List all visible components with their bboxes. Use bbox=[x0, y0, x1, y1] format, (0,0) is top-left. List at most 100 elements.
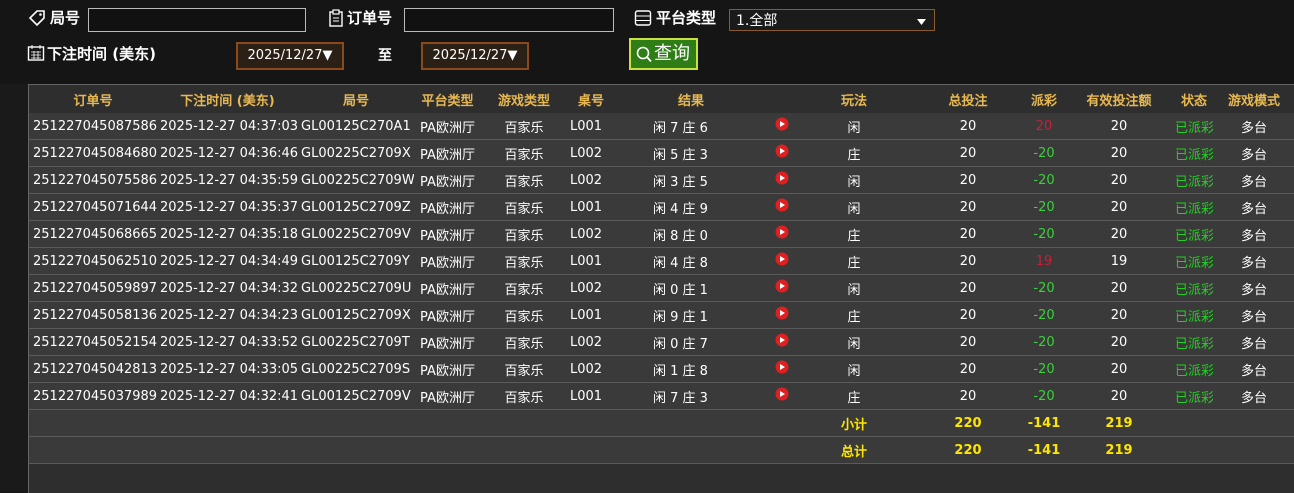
cell: 百家乐 bbox=[481, 166, 567, 194]
cell: 闲 bbox=[797, 355, 911, 383]
icon-cell bbox=[767, 193, 797, 221]
icon-cell bbox=[767, 274, 797, 302]
column-header: 总投注 bbox=[911, 85, 1025, 113]
play-icon[interactable] bbox=[775, 117, 789, 131]
query-text: 查询 bbox=[654, 43, 690, 64]
cell: 251227045059897 bbox=[29, 274, 157, 302]
cell: 庄 bbox=[797, 220, 911, 248]
summary-value: -141 bbox=[1025, 436, 1063, 464]
cell: 20 bbox=[1063, 355, 1175, 383]
play-icon[interactable] bbox=[775, 198, 789, 212]
cell: GL00225C2709W bbox=[298, 166, 414, 194]
platform-value: 1.全部 bbox=[736, 13, 778, 29]
column-header: 局号 bbox=[298, 85, 414, 113]
cell: 20 bbox=[1063, 166, 1175, 194]
summary-value: 219 bbox=[1063, 409, 1175, 437]
cell: 20 bbox=[1063, 113, 1175, 140]
icon-cell bbox=[767, 220, 797, 248]
cell: 百家乐 bbox=[481, 247, 567, 275]
play-icon[interactable] bbox=[775, 225, 789, 239]
cell: 多台 bbox=[1213, 113, 1294, 140]
cell: 多台 bbox=[1213, 274, 1294, 302]
cell: 闲 bbox=[797, 328, 911, 356]
result-table: 订单号 下注时间 (美东) 局号 平台类型 游戏类型 桌号 结果 玩法 总投注 派彩 有效投注额 状态… bbox=[28, 84, 1294, 493]
cell: L001 bbox=[567, 382, 615, 410]
cell: L002 bbox=[567, 355, 615, 383]
cell: 251227045062510 bbox=[29, 247, 157, 275]
platform-select[interactable]: 1.全部 bbox=[729, 9, 935, 31]
cell: 2025-12-27 04:33:05 bbox=[157, 355, 298, 383]
date-to[interactable]: 2025/12/27▼ bbox=[421, 42, 529, 70]
cell: 20 bbox=[911, 274, 1025, 302]
cell: 20 bbox=[911, 301, 1025, 329]
dropdown-arrow bbox=[917, 19, 926, 25]
cell: 百家乐 bbox=[481, 274, 567, 302]
cell: 251227045084680 bbox=[29, 139, 157, 167]
cell: 20 bbox=[1063, 139, 1175, 167]
cell: 251227045068665 bbox=[29, 220, 157, 248]
cell: 已派彩 bbox=[1175, 355, 1213, 383]
cell: 多台 bbox=[1213, 220, 1294, 248]
summary-value: 219 bbox=[1063, 436, 1175, 464]
cell: L002 bbox=[567, 166, 615, 194]
blank-cell bbox=[1175, 436, 1294, 464]
order-input[interactable] bbox=[404, 8, 614, 32]
icon-cell bbox=[767, 382, 797, 410]
icon-cell bbox=[767, 139, 797, 167]
play-icon[interactable] bbox=[775, 252, 789, 266]
cell: 多台 bbox=[1213, 139, 1294, 167]
cell: 多台 bbox=[1213, 166, 1294, 194]
cell: L002 bbox=[567, 274, 615, 302]
cell: -20 bbox=[1025, 382, 1063, 410]
cell: PA欧洲厅 bbox=[414, 301, 481, 329]
query-button[interactable]: 查询 bbox=[629, 38, 698, 70]
cell: 19 bbox=[1063, 247, 1175, 275]
cell: 闲 bbox=[797, 274, 911, 302]
cell: 闲 bbox=[797, 193, 911, 221]
cell: L002 bbox=[567, 328, 615, 356]
cell: 百家乐 bbox=[481, 301, 567, 329]
round-label: 局号 bbox=[50, 9, 81, 27]
cell: 已派彩 bbox=[1175, 139, 1213, 167]
cell: 闲 4 庄 8 bbox=[615, 247, 767, 275]
play-icon[interactable] bbox=[775, 279, 789, 293]
play-icon[interactable] bbox=[775, 387, 789, 401]
play-icon[interactable] bbox=[775, 306, 789, 320]
play-icon[interactable] bbox=[775, 144, 789, 158]
cell: 251227045058136 bbox=[29, 301, 157, 329]
cell: 20 bbox=[1063, 301, 1175, 329]
cell: 闲 5 庄 3 bbox=[615, 139, 767, 167]
cell: 已派彩 bbox=[1175, 220, 1213, 248]
round-input[interactable] bbox=[88, 8, 306, 32]
cell: 2025-12-27 04:33:52 bbox=[157, 328, 298, 356]
column-header: 订单号 bbox=[29, 85, 157, 113]
column-header: 游戏模式 bbox=[1213, 85, 1294, 113]
play-icon[interactable] bbox=[775, 360, 789, 374]
data-row: 251227045059897 2025-12-27 04:34:32 GL0022… bbox=[29, 274, 1294, 302]
cell: 20 bbox=[911, 113, 1025, 140]
cell: 闲 7 庄 6 bbox=[615, 113, 767, 140]
cell: 多台 bbox=[1213, 193, 1294, 221]
cell: GL00225C2709V bbox=[298, 220, 414, 248]
cell: PA欧洲厅 bbox=[414, 113, 481, 140]
summary-value: 220 bbox=[911, 436, 1025, 464]
cell: 百家乐 bbox=[481, 355, 567, 383]
date-from[interactable]: 2025/12/27▼ bbox=[236, 42, 344, 70]
cell: PA欧洲厅 bbox=[414, 247, 481, 275]
cell: 庄 bbox=[797, 139, 911, 167]
cell: 庄 bbox=[797, 382, 911, 410]
cell: 已派彩 bbox=[1175, 193, 1213, 221]
cell: 20 bbox=[911, 382, 1025, 410]
cell: 庄 bbox=[797, 301, 911, 329]
cell: 251227045071644 bbox=[29, 193, 157, 221]
cell: 百家乐 bbox=[481, 220, 567, 248]
play-icon[interactable] bbox=[775, 333, 789, 347]
cell: 20 bbox=[911, 355, 1025, 383]
cell: 251227045037989 bbox=[29, 382, 157, 410]
play-icon[interactable] bbox=[775, 171, 789, 185]
cell: 2025-12-27 04:37:03 bbox=[157, 113, 298, 140]
column-header: 玩法 bbox=[797, 85, 911, 113]
cell: 20 bbox=[911, 139, 1025, 167]
cell: 2025-12-27 04:32:41 bbox=[157, 382, 298, 410]
cell: 多台 bbox=[1213, 328, 1294, 356]
